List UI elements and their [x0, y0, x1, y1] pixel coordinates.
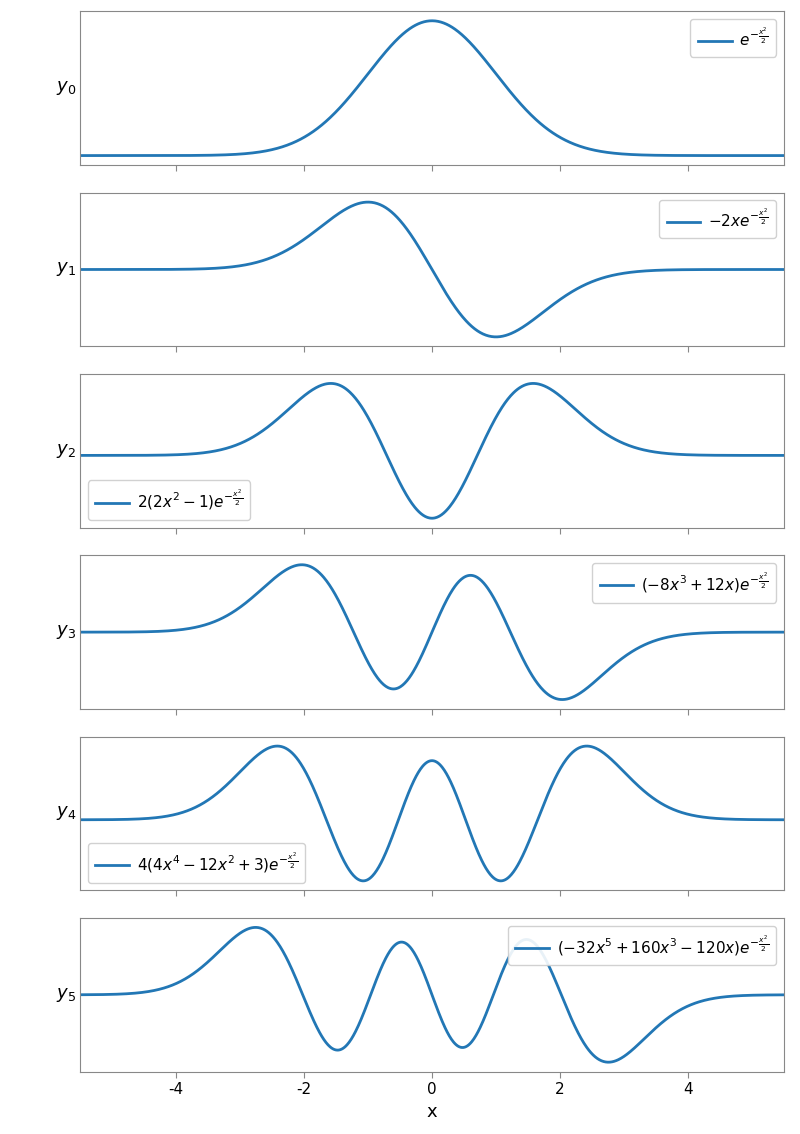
Y-axis label: $y_0$: $y_0$ [56, 79, 76, 98]
X-axis label: x: x [426, 1102, 438, 1120]
Legend: $4(4x^4-12x^2+3)e^{-\frac{x^2}{2}}$: $4(4x^4-12x^2+3)e^{-\frac{x^2}{2}}$ [88, 843, 306, 882]
Y-axis label: $y_5$: $y_5$ [56, 985, 76, 1004]
Legend: $-2xe^{-\frac{x^2}{2}}$: $-2xe^{-\frac{x^2}{2}}$ [659, 201, 776, 238]
Legend: $2(2x^2-1)e^{-\frac{x^2}{2}}$: $2(2x^2-1)e^{-\frac{x^2}{2}}$ [88, 481, 250, 521]
Y-axis label: $y_4$: $y_4$ [56, 804, 76, 822]
Y-axis label: $y_2$: $y_2$ [56, 442, 76, 459]
Y-axis label: $y_1$: $y_1$ [56, 261, 76, 279]
Legend: $(-8x^3+12x)e^{-\frac{x^2}{2}}$: $(-8x^3+12x)e^{-\frac{x^2}{2}}$ [592, 562, 776, 602]
Legend: $e^{-\frac{x^2}{2}}$: $e^{-\frac{x^2}{2}}$ [690, 19, 776, 57]
Legend: $(-32x^5+160x^3-120x)e^{-\frac{x^2}{2}}$: $(-32x^5+160x^3-120x)e^{-\frac{x^2}{2}}$ [508, 925, 776, 965]
Y-axis label: $y_3$: $y_3$ [56, 624, 76, 641]
